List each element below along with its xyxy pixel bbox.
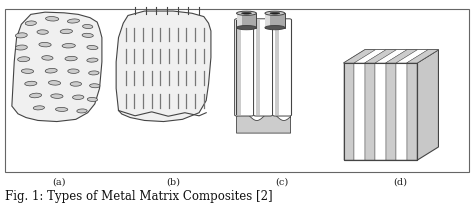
Ellipse shape (39, 42, 51, 47)
Ellipse shape (237, 11, 256, 15)
Ellipse shape (82, 33, 93, 37)
Bar (344, 63, 354, 160)
Polygon shape (375, 50, 407, 63)
Ellipse shape (18, 57, 30, 62)
Polygon shape (344, 50, 438, 63)
Ellipse shape (15, 45, 27, 50)
Ellipse shape (15, 33, 27, 38)
Bar (354, 63, 365, 160)
Ellipse shape (237, 26, 256, 30)
FancyBboxPatch shape (235, 19, 254, 116)
Ellipse shape (270, 12, 280, 14)
Ellipse shape (241, 12, 251, 14)
Ellipse shape (265, 26, 285, 30)
Text: (c): (c) (275, 178, 289, 187)
Ellipse shape (73, 95, 84, 99)
Ellipse shape (33, 106, 45, 110)
Bar (386, 63, 396, 160)
Ellipse shape (42, 56, 53, 60)
Text: (d): (d) (393, 178, 408, 187)
Ellipse shape (67, 19, 80, 23)
Ellipse shape (87, 58, 98, 62)
Ellipse shape (89, 71, 99, 75)
Ellipse shape (82, 25, 93, 29)
Ellipse shape (68, 69, 79, 73)
Ellipse shape (37, 30, 48, 34)
Polygon shape (365, 50, 396, 63)
Text: (b): (b) (166, 178, 180, 187)
Ellipse shape (87, 97, 98, 101)
Ellipse shape (45, 69, 57, 73)
Bar (275, 20, 279, 115)
Polygon shape (396, 50, 428, 63)
Bar (237, 20, 241, 115)
Polygon shape (354, 50, 386, 63)
FancyBboxPatch shape (273, 19, 292, 116)
FancyBboxPatch shape (254, 19, 273, 116)
Polygon shape (116, 11, 211, 122)
Ellipse shape (265, 11, 285, 15)
Ellipse shape (46, 17, 59, 21)
Ellipse shape (60, 29, 73, 34)
Bar (375, 63, 386, 160)
Ellipse shape (65, 56, 77, 61)
Bar (265, 13, 285, 28)
Bar (237, 13, 256, 28)
Ellipse shape (21, 69, 34, 73)
Polygon shape (12, 12, 102, 122)
Ellipse shape (77, 109, 87, 113)
Ellipse shape (25, 81, 37, 86)
Ellipse shape (70, 82, 82, 86)
Bar (396, 63, 407, 160)
Bar (237, 13, 241, 28)
Bar (5, 9, 469, 172)
Polygon shape (386, 50, 418, 63)
Text: Fig. 1: Types of Metal Matrix Composites [2]: Fig. 1: Types of Metal Matrix Composites… (5, 190, 273, 203)
Bar (344, 63, 417, 160)
Ellipse shape (55, 107, 68, 111)
Polygon shape (344, 50, 375, 63)
Ellipse shape (87, 46, 98, 50)
Ellipse shape (90, 84, 100, 88)
Polygon shape (407, 50, 438, 63)
Ellipse shape (25, 21, 36, 25)
Ellipse shape (48, 81, 61, 85)
Polygon shape (417, 50, 438, 160)
Ellipse shape (51, 94, 63, 98)
Bar (256, 20, 260, 115)
Ellipse shape (29, 93, 42, 98)
Text: (a): (a) (53, 178, 66, 187)
Bar (407, 63, 417, 160)
Bar (344, 63, 417, 160)
Bar (365, 63, 375, 160)
Bar (265, 13, 270, 28)
Ellipse shape (62, 44, 75, 48)
